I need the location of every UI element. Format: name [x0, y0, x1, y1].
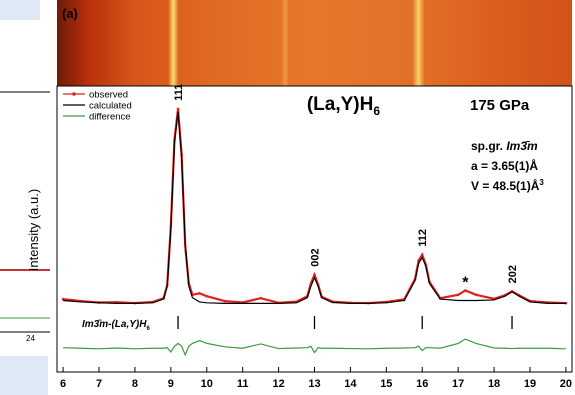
x-tick-label: 18 [488, 378, 500, 390]
panel-label: (a) [62, 6, 78, 21]
observed-point [198, 292, 201, 295]
peak-label: 002 [310, 248, 322, 266]
x-tick-label: 6 [60, 378, 66, 390]
pressure: 175 GPa [470, 97, 530, 114]
series-line [63, 339, 566, 355]
peak-label: 111 [173, 84, 185, 101]
x-tick-label: 16 [416, 378, 428, 390]
observed-point [313, 273, 316, 276]
chart: 24 (a) (La,Y)H6 175 GPa sp.gr. Im3̄m a =… [0, 0, 575, 395]
x-tick-label: 17 [452, 378, 464, 390]
impurity-marker: * [462, 274, 469, 291]
x-tick-label: 11 [237, 378, 249, 390]
x-tick-label: 14 [344, 378, 357, 390]
space-group: sp.gr. Im3̄m [471, 139, 538, 153]
legend-label: calculated [89, 101, 132, 112]
x-tick-label: 12 [272, 378, 284, 390]
peak-label: 202 [507, 265, 519, 283]
observed-point [457, 293, 460, 296]
volume-sup: 3 [539, 178, 544, 187]
volume-main: V = 48.5(1)Å [471, 178, 540, 193]
plot-layer: 6 7 8 9 10 11 12 13 14 15 16 17 18 19 20 111 002 112 202 * o… [60, 84, 572, 390]
x-tick-label: 15 [380, 378, 392, 390]
y-axis-label: Intensity (a.u.) [26, 189, 41, 271]
legend-marker [72, 92, 76, 96]
x-tick-label: 8 [132, 378, 138, 390]
observed-point [259, 297, 262, 300]
title-main: (La,Y)H [307, 94, 374, 115]
x-tick-label: 13 [308, 378, 320, 390]
page: {"chart_data": { "type": "line", "panel_… [0, 0, 575, 395]
lattice-a: a = 3.65(1)Å [471, 158, 538, 173]
phase-sub: 6 [146, 326, 150, 332]
phase-label: Im3̄m-(La,Y)H6 [82, 319, 150, 332]
chart-title: (La,Y)H6 [307, 94, 381, 118]
x-tick-label: 10 [201, 378, 213, 390]
x-tick-label: 20 [560, 378, 572, 390]
left-panel-edge [0, 356, 48, 395]
observed-point [475, 293, 478, 296]
legend-label: observed [89, 90, 128, 101]
peak-label: 112 [417, 229, 429, 247]
x-tick-label: 9 [168, 378, 174, 390]
observed-point [177, 108, 180, 111]
title-sub: 6 [373, 104, 380, 118]
phase-main: Im3̄m-(La,Y)H [82, 319, 147, 330]
left-fragment-label: 24 [26, 334, 35, 343]
x-tick-label: 19 [524, 378, 536, 390]
left-panel-edge [0, 0, 40, 20]
x-tick-label: 7 [96, 378, 102, 390]
space-group-name: Im3̄m [506, 139, 538, 153]
legend-label: difference [89, 112, 131, 123]
volume: V = 48.5(1)Å3 [471, 178, 544, 193]
space-group-prefix: sp.gr. [471, 139, 506, 153]
observed-point [421, 253, 424, 256]
observed-point [223, 300, 226, 303]
observed-point [205, 295, 208, 298]
